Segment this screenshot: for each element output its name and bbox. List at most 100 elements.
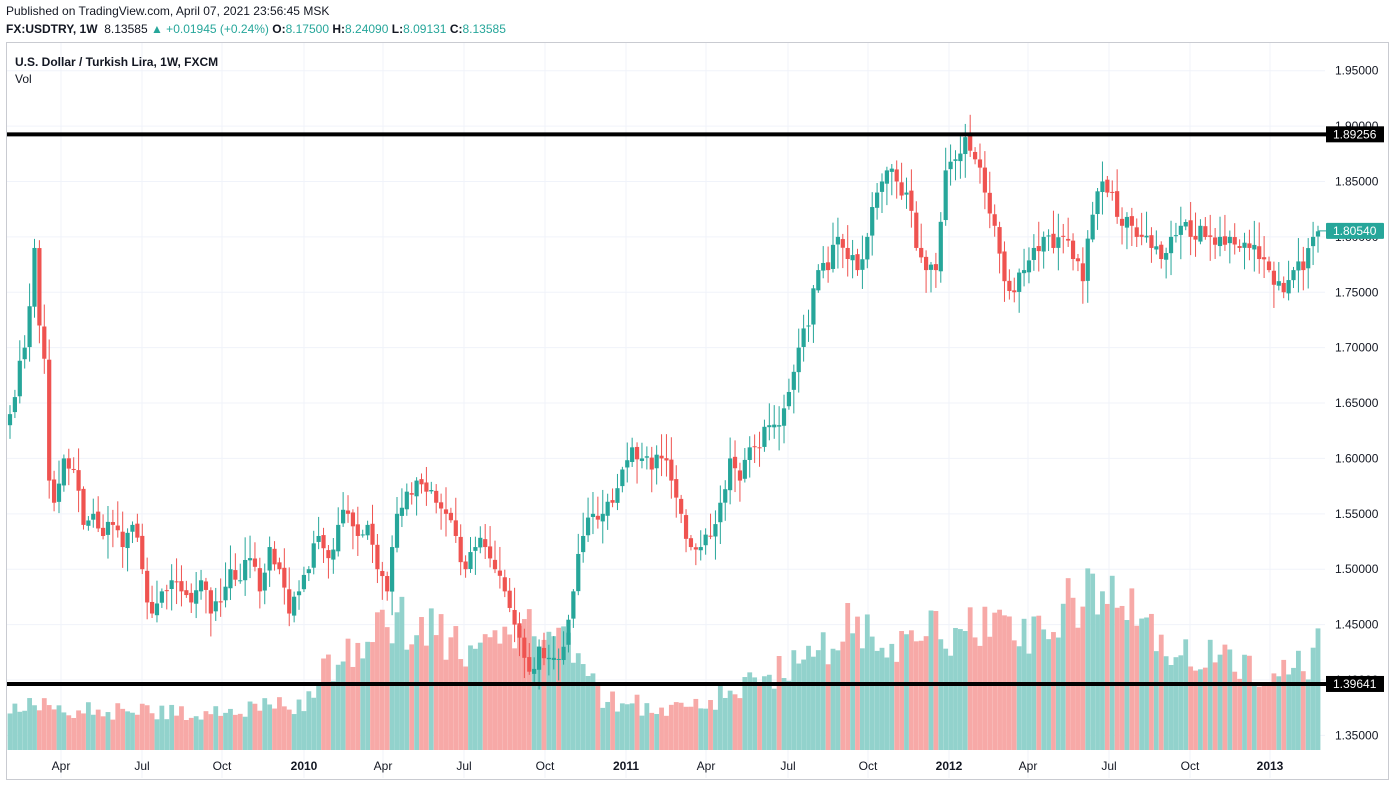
volume-bar xyxy=(213,706,219,750)
candle-body xyxy=(262,572,267,591)
volume-bar xyxy=(296,699,302,750)
volume-bar xyxy=(237,713,243,750)
candle-body xyxy=(835,236,841,245)
candle-body xyxy=(972,151,978,160)
volume-bar xyxy=(771,688,777,750)
volume-bar xyxy=(619,703,625,750)
volume-bar xyxy=(433,635,439,750)
volume-bar xyxy=(502,626,508,750)
volume-bar xyxy=(1183,639,1189,750)
candle-body xyxy=(1154,246,1159,250)
candle-body xyxy=(605,501,610,516)
candle-body xyxy=(762,426,767,447)
volume-bar xyxy=(1281,659,1287,750)
y-tick-label: 1.50000 xyxy=(1335,562,1379,576)
volume-bar xyxy=(365,641,371,750)
x-axis: Apr Jul Oct 2010 Apr Jul Oct 2011 Apr Jul Oct 2012 A… xyxy=(52,759,1284,773)
volume-bar xyxy=(375,612,380,750)
volume-bar xyxy=(291,714,297,750)
candle-body xyxy=(850,255,855,261)
candle-body xyxy=(610,500,615,503)
candle-body xyxy=(556,658,561,660)
candle-body xyxy=(1168,236,1174,254)
candle-body xyxy=(272,548,277,565)
volume-bar xyxy=(1227,649,1233,750)
low-value: 8.09131 xyxy=(403,22,447,36)
volume-bar xyxy=(139,703,145,750)
candle-body xyxy=(355,524,360,536)
candle-body xyxy=(1012,290,1017,293)
volume-bar xyxy=(1232,671,1238,750)
candle-body xyxy=(282,567,287,588)
candle-body xyxy=(478,537,483,548)
volume-bar xyxy=(1291,667,1296,750)
candle-body xyxy=(154,603,160,616)
candle-body xyxy=(145,570,150,603)
volume-bar xyxy=(1202,667,1208,750)
volume-bar xyxy=(575,653,581,750)
volume-bar xyxy=(512,648,517,750)
candle-body xyxy=(443,509,449,514)
volume-bar xyxy=(1129,588,1135,750)
candle-body xyxy=(718,502,723,523)
candle-body xyxy=(331,549,336,560)
volume-bar xyxy=(1085,568,1091,750)
volume-bar xyxy=(370,642,375,750)
volume-bar xyxy=(1055,637,1061,750)
candle-body xyxy=(463,561,468,570)
volume-bar xyxy=(938,639,944,750)
candle-body xyxy=(953,159,958,161)
candle-body xyxy=(174,581,179,583)
candle-body xyxy=(1311,236,1316,247)
chart-frame[interactable] xyxy=(6,42,1389,780)
candle-body xyxy=(370,523,375,545)
volume-bar xyxy=(747,672,753,750)
candle-body xyxy=(1031,247,1036,260)
candle-body xyxy=(595,515,600,520)
volume-bar xyxy=(32,705,37,750)
volume-bar xyxy=(1080,606,1086,750)
volume-bar xyxy=(732,694,738,750)
candle-body xyxy=(649,457,654,470)
candle-body xyxy=(497,570,502,576)
candle-body xyxy=(806,325,811,327)
volume-bar xyxy=(1016,646,1022,750)
volume-bar xyxy=(208,714,214,750)
volume-bar xyxy=(66,715,72,750)
candle-body xyxy=(1266,261,1272,271)
volume-bar xyxy=(22,710,28,750)
volume-bar xyxy=(1168,665,1174,750)
volume-bar xyxy=(977,645,983,750)
candle-body xyxy=(56,483,62,502)
volume-bar xyxy=(1266,684,1272,750)
volume-bar xyxy=(830,648,836,750)
volume-bar xyxy=(468,645,473,750)
x-tick-label: Apr xyxy=(52,759,71,773)
volume-bar xyxy=(384,627,390,750)
candle-body xyxy=(899,182,904,196)
candle-body xyxy=(1227,236,1232,244)
candle-body xyxy=(341,509,346,524)
candle-body xyxy=(91,513,96,520)
volume-bar xyxy=(12,703,18,750)
candle-body xyxy=(336,524,341,552)
candle-body xyxy=(208,590,213,614)
candle-body xyxy=(37,248,42,326)
candle-body xyxy=(747,447,752,460)
volume-bar xyxy=(272,708,277,750)
candle-body xyxy=(1159,244,1164,260)
volume-bar xyxy=(340,661,346,750)
volume-indicator-label: Vol xyxy=(15,72,32,86)
candle-body xyxy=(66,458,71,469)
volume-bar xyxy=(595,685,601,750)
candle-body xyxy=(566,619,571,645)
volume-bar xyxy=(71,717,77,750)
volume-bar xyxy=(311,697,317,750)
volume-bar xyxy=(639,715,645,750)
low-label: L: xyxy=(391,22,404,36)
volume-bar xyxy=(708,700,713,750)
candle-body xyxy=(61,458,66,486)
candle-body xyxy=(875,192,880,208)
candle-body xyxy=(1002,251,1007,282)
